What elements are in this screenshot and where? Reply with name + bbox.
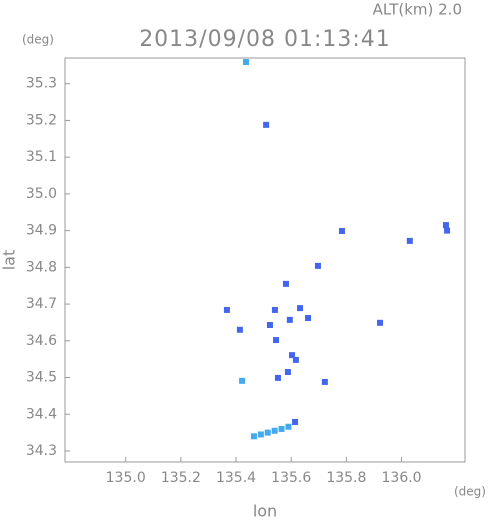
echo-cell <box>278 425 285 432</box>
x-axis-label: lon <box>253 502 277 521</box>
y-tick-label: 34.3 <box>26 443 57 459</box>
echo-cell <box>273 337 280 344</box>
echo-cell <box>266 322 273 329</box>
y-tick-label: 34.5 <box>26 370 57 386</box>
echo-cell <box>282 280 289 287</box>
y-axis-label: lat <box>0 250 19 271</box>
echo-cell <box>338 227 345 234</box>
echo-cell <box>314 262 321 269</box>
plot-frame <box>64 57 466 463</box>
y-tick-label: 35.0 <box>26 186 57 202</box>
x-tick-label: 135.0 <box>106 470 146 486</box>
y-tick-label: 34.6 <box>26 333 57 349</box>
y-tick-label: 34.9 <box>26 223 57 239</box>
echo-cell <box>223 306 230 313</box>
echo-cell <box>377 319 384 326</box>
chart-subtitle: ALT(km) 2.0 <box>373 1 462 19</box>
echo-cell <box>297 305 304 312</box>
y-tick-label: 35.2 <box>26 112 57 128</box>
chart-title: 2013/09/08 01:13:41 <box>139 27 391 52</box>
echo-cell <box>442 222 449 229</box>
y-tick-label: 35.3 <box>26 76 57 92</box>
echo-cell <box>271 427 278 434</box>
echo-cell <box>284 369 291 376</box>
y-unit: (deg) <box>22 33 54 47</box>
echo-cell <box>321 378 328 385</box>
echo-cell <box>305 315 312 322</box>
echo-cell <box>289 352 296 359</box>
y-tick-label: 34.4 <box>26 406 57 422</box>
x-unit: (deg) <box>454 485 486 499</box>
echo-cell <box>274 374 281 381</box>
y-tick-label: 34.7 <box>26 296 57 312</box>
y-tick-label: 34.8 <box>26 259 57 275</box>
x-tick-label: 135.8 <box>326 470 366 486</box>
echo-cell <box>239 377 246 384</box>
echo-cell <box>257 431 264 438</box>
echo-cell <box>242 59 249 66</box>
echo-cell <box>236 326 243 333</box>
y-tick-label: 35.1 <box>26 149 57 165</box>
x-tick-label: 135.4 <box>216 470 256 486</box>
echo-cell <box>444 227 451 234</box>
echo-cell <box>250 433 257 440</box>
x-tick-label: 136.0 <box>382 470 422 486</box>
x-tick-label: 135.6 <box>271 470 311 486</box>
x-tick-label: 135.2 <box>161 470 201 486</box>
echo-cell <box>286 316 293 323</box>
echo-cell <box>292 418 299 425</box>
echo-cell <box>264 429 271 436</box>
echo-cell <box>263 121 270 128</box>
echo-cell <box>406 237 413 244</box>
echo-cell <box>292 356 299 363</box>
echo-cell <box>285 423 292 430</box>
echo-cell <box>271 306 278 313</box>
